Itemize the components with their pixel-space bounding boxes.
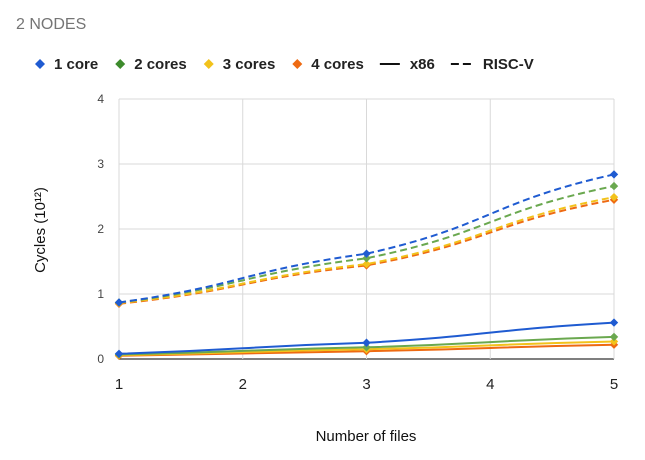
legend-label: 2 cores (134, 56, 187, 73)
y-axis-title: Cycles (10¹²) (32, 187, 49, 273)
legend-item-risc-v: RISC-V (450, 56, 534, 73)
y-tick-label: 3 (97, 157, 104, 171)
legend-marker-3-cores (203, 59, 214, 69)
data-point-2-cores-risc-v-x3 (362, 254, 371, 263)
series-1-core-risc-v (114, 170, 619, 307)
y-tick-label: 2 (97, 222, 104, 236)
data-point-1-core-x86-x5 (609, 318, 619, 327)
data-point-1-core-risc-v-x5 (609, 170, 619, 179)
legend-label: 4 cores (311, 56, 364, 73)
x-axis-title: Number of files (316, 428, 417, 445)
series-line-1-core-risc-v (118, 173, 615, 304)
y-tick-label: 4 (97, 92, 104, 106)
series-line-2-cores-risc-v (118, 185, 615, 304)
x-tick-label: 2 (239, 376, 247, 393)
data-point-2-cores-risc-v-x5 (609, 181, 619, 191)
series-1-core-x86 (114, 318, 619, 358)
legend: 1 core 2 cores 3 cores 4 cores x86 RISC-V (35, 56, 534, 73)
y-tick-label: 1 (97, 287, 104, 301)
legend-marker-2-cores (115, 59, 126, 69)
data-point-1-core-risc-v-x1 (114, 298, 124, 307)
legend-item-3-cores: 3 cores (203, 56, 276, 73)
legend-marker-4-cores (292, 59, 303, 69)
legend-item-x86: x86 (379, 56, 435, 73)
legend-label: x86 (410, 56, 435, 73)
x-tick-label: 5 (610, 376, 618, 393)
data-point-3-cores-risc-v-x3 (362, 259, 371, 269)
chart-title: 2 NODES (16, 16, 86, 33)
series-layer (114, 170, 619, 360)
data-point-1-core-x86-x3 (362, 338, 371, 347)
legend-item-4-cores: 4 cores (292, 56, 364, 73)
x-tick-label: 1 (115, 376, 123, 393)
series-line-3-cores-risc-v (118, 196, 615, 305)
legend-label: 3 cores (223, 56, 276, 73)
grid (118, 98, 615, 360)
data-point-3-cores-x86-x5 (609, 337, 619, 346)
data-point-2-cores-x86-x5 (609, 332, 619, 342)
legend-item-1-core: 1 core (35, 56, 98, 73)
legend-item-2-cores: 2 cores (115, 56, 187, 73)
legend-label: 1 core (54, 56, 98, 73)
y-tick-label: 0 (97, 352, 104, 366)
data-point-3-cores-risc-v-x5 (609, 192, 619, 202)
data-point-1-core-x86-x1 (114, 349, 124, 358)
legend-label: RISC-V (483, 56, 534, 73)
legend-marker-1-core (35, 59, 45, 69)
data-point-2-cores-x86-x3 (362, 343, 371, 352)
data-point-1-core-risc-v-x3 (362, 249, 371, 258)
x-tick-label: 4 (486, 376, 494, 393)
x-tick-label: 3 (362, 376, 370, 393)
